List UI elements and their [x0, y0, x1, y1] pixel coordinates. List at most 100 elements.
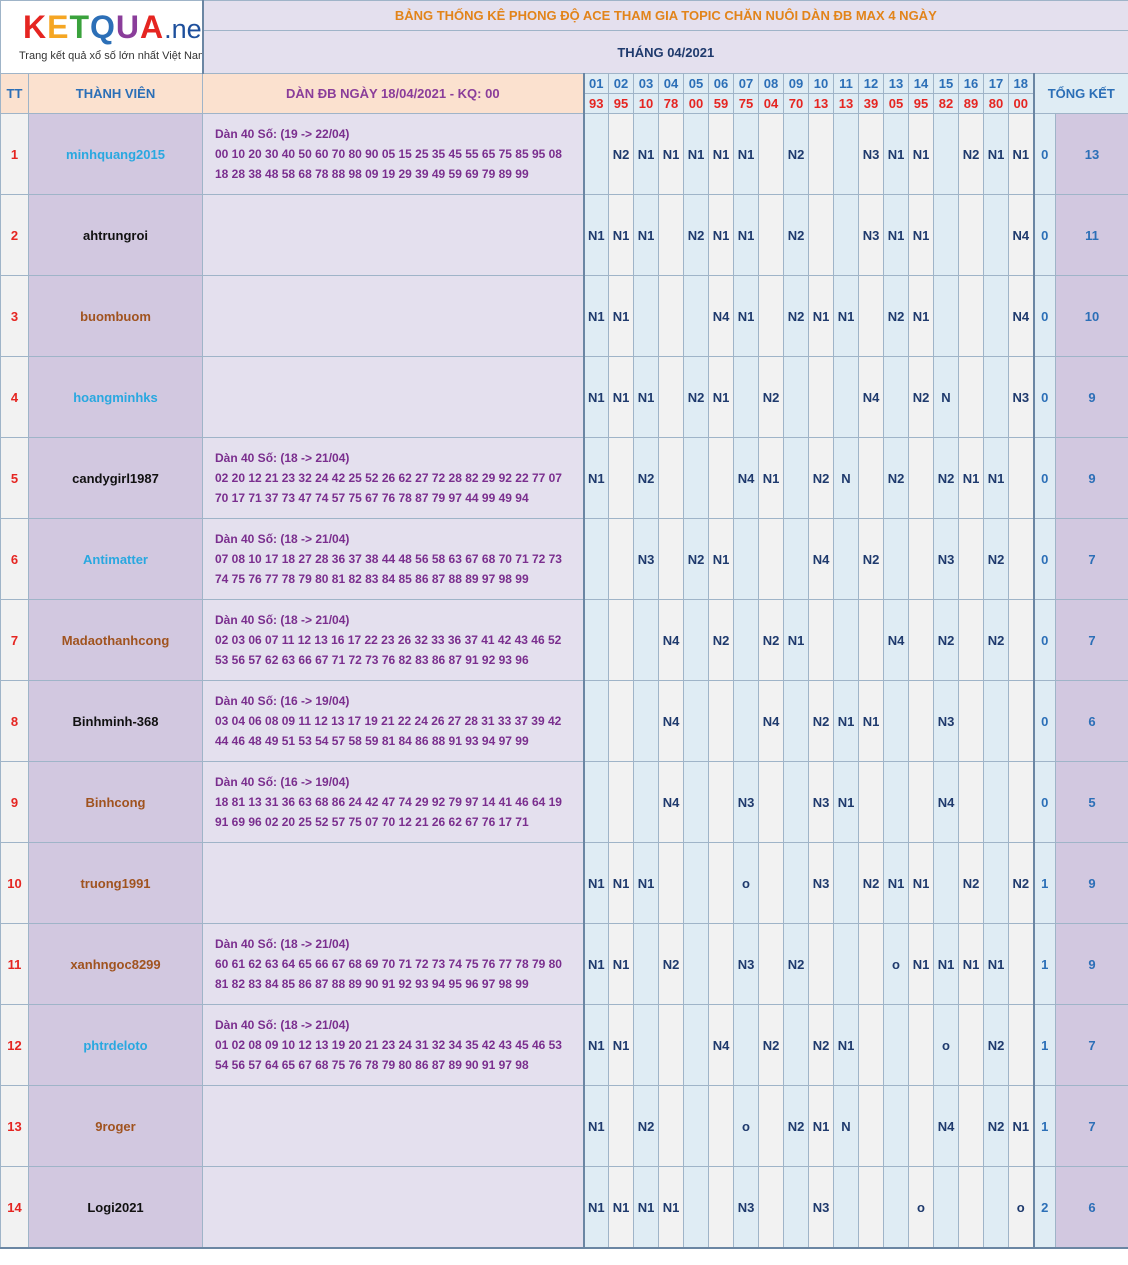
day-mark [683, 599, 709, 681]
day-mark [633, 761, 659, 843]
day-mark [958, 1085, 984, 1167]
day-mark [1008, 680, 1034, 762]
day-mark [582, 599, 609, 681]
row-number: 9 [0, 761, 29, 843]
day-result: 00 [1008, 93, 1034, 114]
total-count: 11 [1054, 194, 1128, 276]
dan-cell [202, 194, 584, 276]
day-mark [683, 680, 709, 762]
day-mark [958, 680, 984, 762]
day-result: 95 [908, 93, 934, 114]
day-mark: N1 [608, 356, 634, 438]
day-mark [658, 356, 684, 438]
day-mark [783, 1004, 809, 1086]
member-name[interactable]: minhquang2015 [28, 113, 203, 195]
day-mark [658, 275, 684, 357]
member-name[interactable]: Binhcong [28, 761, 203, 843]
member-name[interactable]: Madaothanhcong [28, 599, 203, 681]
dan-numbers: 02 20 12 21 23 32 24 42 25 52 26 62 27 7… [215, 471, 562, 485]
member-name[interactable]: buombuom [28, 275, 203, 357]
day-mark [758, 275, 784, 357]
member-name[interactable]: xanhngoc8299 [28, 923, 203, 1005]
logo-tagline: Trang kết quả xổ số lớn nhất Việt Nam [19, 50, 203, 62]
day-mark [633, 275, 659, 357]
day-header: 14 [908, 73, 934, 94]
day-header: 01 [582, 73, 609, 94]
day-result: 13 [808, 93, 834, 114]
member-name[interactable]: Antimatter [28, 518, 203, 600]
member-name[interactable]: phtrdeloto [28, 1004, 203, 1086]
day-mark: N4 [1008, 275, 1034, 357]
member-row: 2 ahtrungroi N1 N1 N1 N2 N1 N1 N2 N3 N1 N1 N4 0 11 [0, 194, 1128, 276]
day-mark: N1 [658, 1166, 684, 1249]
day-mark [733, 356, 759, 438]
day-header: 15 [933, 73, 959, 94]
dan-cell [202, 1166, 584, 1249]
member-name[interactable]: Logi2021 [28, 1166, 203, 1249]
day-mark [783, 437, 809, 519]
row-number: 1 [0, 113, 29, 195]
win-count: 0 [1032, 113, 1056, 195]
day-mark: N1 [733, 275, 759, 357]
day-mark: N2 [783, 113, 809, 195]
day-mark: N2 [683, 356, 709, 438]
member-name[interactable]: hoangminhks [28, 356, 203, 438]
day-result: 75 [733, 93, 759, 114]
dan-range: Dàn 40 Số: (18 -> 21/04) [215, 532, 350, 546]
day-mark: N2 [808, 680, 834, 762]
day-mark [883, 356, 909, 438]
day-mark [783, 356, 809, 438]
day-mark [708, 1085, 734, 1167]
day-mark: N1 [933, 923, 959, 1005]
day-mark: N1 [733, 113, 759, 195]
day-mark [858, 1004, 884, 1086]
dan-range: Dàn 40 Số: (18 -> 21/04) [215, 1018, 350, 1032]
dan-cell: Dàn 40 Số: (19 -> 22/04) 00 10 20 30 40 5… [202, 113, 584, 195]
day-mark: N3 [808, 761, 834, 843]
logo[interactable]: KETQUA.net Trang kết quả xổ số lớn nhất … [0, 0, 204, 74]
day-mark: N1 [582, 1085, 609, 1167]
day-result: 00 [683, 93, 709, 114]
dan-numbers: 60 61 62 63 64 65 66 67 68 69 70 71 72 7… [215, 957, 562, 971]
logo-suffix: .net [164, 14, 202, 44]
day-mark: N4 [858, 356, 884, 438]
dan-cell: Dàn 40 Số: (18 -> 21/04) 02 20 12 21 23 3… [202, 437, 584, 519]
member-name[interactable]: truong1991 [28, 842, 203, 924]
day-mark: N2 [858, 842, 884, 924]
member-row: 10 truong1991 N1 N1 N1 o N3 N2 N1 N1 N2 N2 1 9 [0, 842, 1128, 924]
day-mark: N2 [633, 437, 659, 519]
day-mark [883, 761, 909, 843]
day-mark [1008, 761, 1034, 843]
dan-cell [202, 1085, 584, 1167]
day-mark [958, 194, 984, 276]
day-mark: N3 [858, 113, 884, 195]
day-mark: N1 [608, 194, 634, 276]
member-row: 5 candygirl1987 Dàn 40 Số: (18 -> 21/04) 02… [0, 437, 1128, 519]
day-mark [783, 842, 809, 924]
member-name[interactable]: Binhminh-368 [28, 680, 203, 762]
day-mark: N2 [883, 437, 909, 519]
logo-letter: E [47, 9, 70, 45]
day-mark: N1 [582, 923, 609, 1005]
day-mark: N2 [983, 518, 1009, 600]
day-mark: N3 [933, 680, 959, 762]
day-mark [633, 680, 659, 762]
dan-numbers: 02 03 06 07 11 12 13 16 17 22 23 26 32 3… [215, 633, 562, 647]
day-header: 18 [1008, 73, 1034, 94]
total-count: 5 [1054, 761, 1128, 843]
header-dan: DÀN ĐB NGÀY 18/04/2021 - KQ: 00 [202, 73, 584, 114]
total-count: 9 [1054, 923, 1128, 1005]
member-name[interactable]: candygirl1987 [28, 437, 203, 519]
dan-range: Dàn 40 Số: (16 -> 19/04) [215, 694, 350, 708]
day-mark [758, 113, 784, 195]
day-mark [633, 923, 659, 1005]
day-mark: N1 [908, 113, 934, 195]
member-name[interactable]: 9roger [28, 1085, 203, 1167]
dan-cell: Dàn 40 Số: (18 -> 21/04) 02 03 06 07 11 1… [202, 599, 584, 681]
day-mark: N3 [1008, 356, 1034, 438]
day-mark: N1 [983, 113, 1009, 195]
win-count: 2 [1032, 1166, 1056, 1249]
day-mark: N2 [933, 437, 959, 519]
member-name[interactable]: ahtrungroi [28, 194, 203, 276]
row-number: 10 [0, 842, 29, 924]
